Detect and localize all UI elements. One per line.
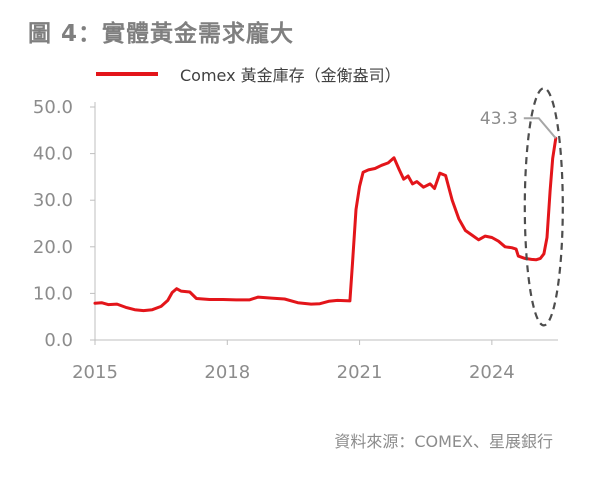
series-marks [93,136,558,313]
annotation-layer: 43.3 [480,87,564,327]
x-tick-label: 2015 [72,362,118,383]
annotation-leader-line [523,117,557,139]
y-tick-label: 40.0 [33,144,73,165]
legend-label: Comex 黃金庫存（金衡盎司） [180,66,401,85]
x-tick-label: 2021 [337,362,383,383]
y-tick-label: 0.0 [44,330,73,351]
legend: Comex 黃金庫存（金衡盎司） [96,64,401,85]
legend-swatch [96,72,158,76]
y-tick-label: 20.0 [33,237,73,258]
chart-title: 圖 4：實體黃金需求龐大 [28,21,295,47]
y-tick-label: 30.0 [33,190,73,211]
annotation-label: 43.3 [480,109,518,129]
x-tick-label: 2024 [469,362,515,383]
series-line [93,136,558,313]
source-note: 資料來源：COMEX、星展銀行 [334,432,553,451]
dashed-ellipse-marker [523,87,564,327]
y-tick-label: 10.0 [33,283,73,304]
x-tick-label: 2018 [204,362,250,383]
y-tick-label: 50.0 [33,97,73,118]
axes: 0.0 10.0 20.0 30.0 40.0 50.0 2015 2018 2021 2024 [33,97,558,383]
